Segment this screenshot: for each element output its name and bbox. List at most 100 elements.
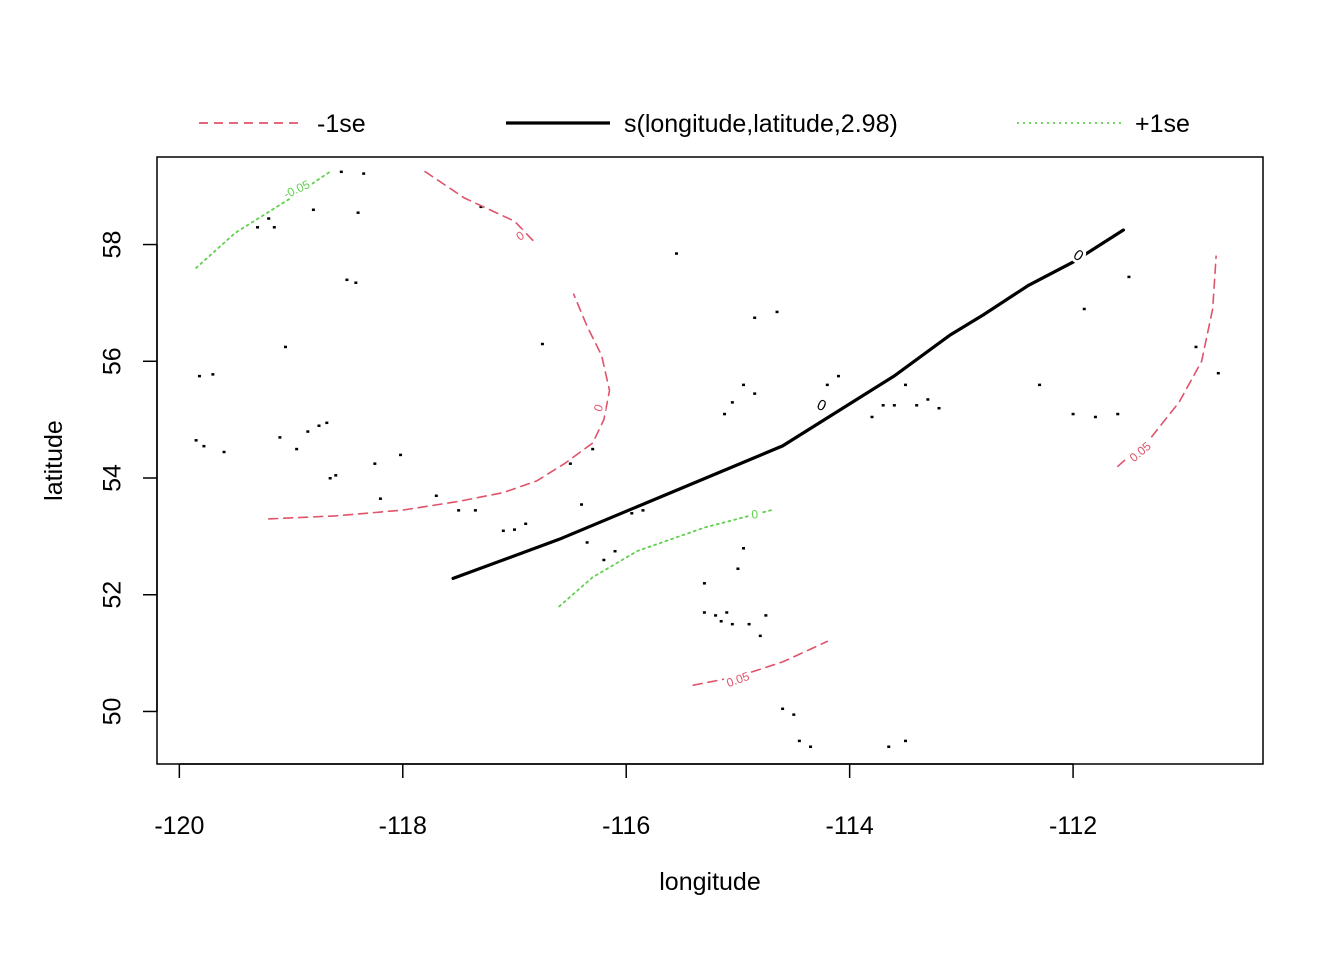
- data-point: [1216, 371, 1220, 375]
- data-point: [613, 549, 617, 553]
- y-tick-label: 58: [99, 231, 127, 259]
- data-point: [1194, 345, 1198, 349]
- data-point: [1093, 415, 1097, 419]
- data-point: [328, 477, 332, 480]
- data-point: [725, 611, 729, 614]
- contour-minus-line: [1117, 255, 1217, 468]
- data-point: [585, 541, 589, 544]
- data-point: [378, 497, 382, 500]
- x-tick-label: -120: [154, 812, 204, 840]
- data-point: [892, 404, 896, 407]
- contour-label: 0: [814, 396, 829, 415]
- data-point: [202, 444, 206, 448]
- data-point: [325, 421, 329, 425]
- contour-label: 0: [591, 402, 607, 413]
- data-point: [362, 172, 366, 175]
- y-tick-label: 50: [99, 698, 127, 726]
- data-point: [591, 447, 595, 451]
- data-point: [764, 614, 768, 617]
- x-tick-label: -118: [379, 812, 427, 840]
- data-point: [736, 567, 740, 570]
- data-point: [602, 558, 606, 562]
- data-point: [211, 373, 215, 376]
- data-point: [747, 622, 751, 626]
- data-point: [568, 462, 572, 465]
- data-point: [714, 614, 718, 617]
- x-tick-label: -116: [602, 812, 650, 840]
- data-point: [742, 547, 746, 550]
- contour-label: 0: [513, 228, 527, 243]
- contour-label: 0.05: [725, 669, 752, 690]
- data-point: [753, 316, 757, 320]
- data-point: [870, 415, 874, 419]
- data-point: [730, 622, 734, 626]
- data-point: [926, 398, 930, 401]
- y-axis: 50 52 54 56 58: [99, 231, 158, 726]
- y-tick-label: 54: [99, 464, 127, 492]
- data-point: [501, 529, 505, 533]
- data-point: [373, 462, 377, 465]
- data-point: [702, 611, 706, 614]
- y-tick-label: 52: [99, 581, 127, 609]
- data-point: [825, 383, 829, 387]
- y-tick-label: 56: [99, 347, 127, 375]
- data-point: [356, 211, 360, 214]
- data-point: [1127, 275, 1131, 279]
- data-point: [723, 412, 727, 416]
- data-point: [334, 474, 338, 477]
- data-point: [630, 512, 634, 515]
- data-point: [1082, 307, 1086, 311]
- data-point: [904, 739, 908, 743]
- data-point: [272, 226, 276, 229]
- contour-fit-line: [451, 228, 1125, 580]
- data-point: [781, 707, 785, 711]
- data-point: [256, 226, 260, 229]
- data-point: [317, 424, 321, 427]
- data-point: [792, 713, 796, 716]
- data-point: [1071, 412, 1075, 416]
- data-point: [915, 404, 919, 407]
- y-axis-label: latitude: [40, 420, 68, 501]
- data-point: [887, 745, 891, 748]
- data-point: [753, 392, 757, 395]
- contour-minus-line: [692, 640, 829, 686]
- data-point: [512, 528, 516, 531]
- legend-label: +1se: [1135, 110, 1190, 138]
- x-tick-label: -114: [826, 812, 874, 840]
- data-point: [775, 310, 779, 314]
- data-point: [937, 406, 941, 410]
- data-point: [758, 634, 762, 638]
- data-point: [278, 436, 282, 439]
- legend-label: -1se: [317, 110, 366, 138]
- data-point: [674, 252, 678, 255]
- data-point: [194, 439, 198, 442]
- contour-plus-line: [558, 509, 773, 608]
- data-point: [1116, 412, 1120, 416]
- data-point: [222, 450, 226, 454]
- data-point: [479, 205, 483, 209]
- data-point: [881, 404, 885, 407]
- contour-label: 0.05: [1127, 439, 1154, 465]
- legend-label: s(longitude,latitude,2.98): [624, 110, 898, 138]
- data-point: [311, 208, 315, 212]
- contour-plus-line: [195, 170, 332, 269]
- data-point: [345, 278, 349, 282]
- x-axis: -120 -118 -116 -114 -112: [154, 763, 1097, 840]
- data-point: [719, 620, 723, 623]
- data-point: [473, 509, 477, 512]
- data-point: [809, 745, 813, 748]
- data-point: [295, 447, 299, 451]
- data-point: [524, 522, 528, 526]
- x-tick-label: -112: [1049, 812, 1097, 840]
- data-point: [540, 342, 544, 346]
- data-points: [194, 170, 1220, 748]
- data-point: [702, 582, 706, 585]
- contour-minus-line: [424, 170, 538, 246]
- contour-label: -0.05: [281, 177, 312, 201]
- data-point: [197, 374, 201, 378]
- data-point: [267, 217, 271, 220]
- data-point: [283, 345, 287, 349]
- data-point: [354, 281, 358, 284]
